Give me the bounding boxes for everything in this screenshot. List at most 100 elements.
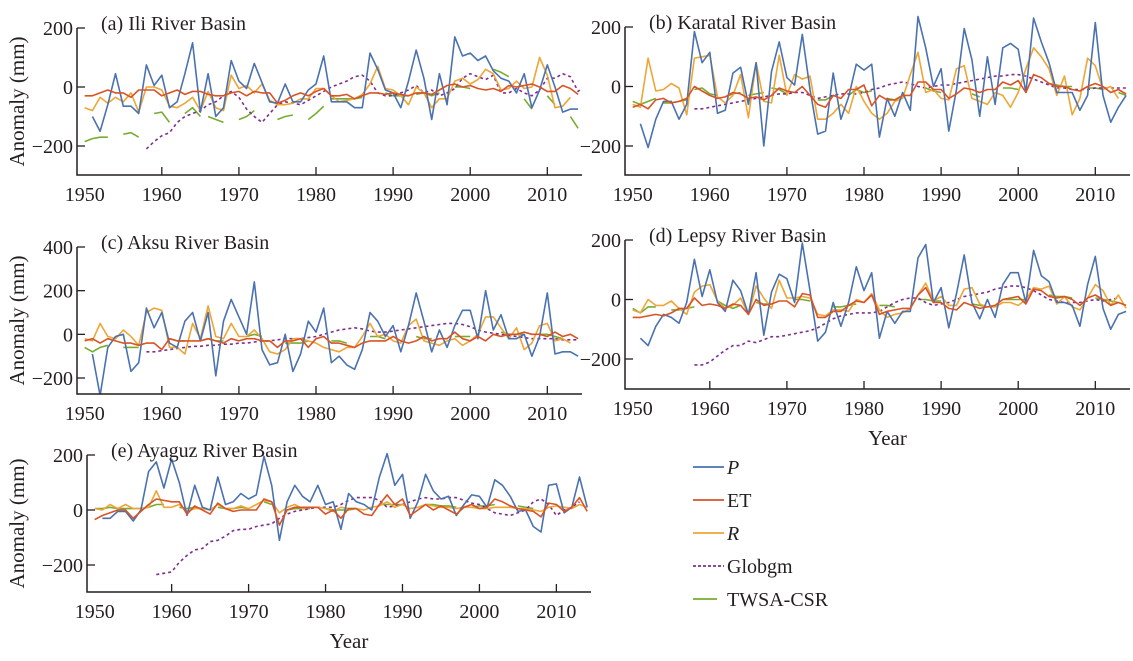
series-twsa-line [632,97,657,106]
x-tick-label: 1990 [373,184,413,206]
series-twsa-line [925,87,942,94]
series-globgm-line [146,322,579,353]
series-group [84,281,579,394]
series-twsa-line [879,304,895,308]
x-axis-title: Year [868,426,907,450]
panel-title: (b) Karatal River Basin [649,12,836,34]
axis-frame [624,27,1130,176]
x-tick-label: 1970 [219,184,259,206]
series-twsa-line [84,136,108,143]
series-twsa-line [569,116,579,129]
axis-frame [76,28,582,176]
legend-item-p: P [693,457,739,479]
series-p-line [102,452,588,542]
y-tick-label: 400 [43,237,73,259]
y-tick-label: 200 [591,230,621,252]
y-tick-label: −200 [32,136,73,158]
series-twsa-line [123,131,140,138]
series-twsa-line [918,298,942,302]
series-r-line [94,489,588,514]
legend-label: TWSA-CSR [727,589,829,611]
x-tick-label: 2010 [536,601,576,623]
x-axis-title: Year [330,629,369,653]
legend-item-twsa: TWSA-CSR [693,589,829,611]
legend-label: ET [727,490,751,512]
x-tick-label: 1990 [921,184,961,206]
x-tick-label: 2000 [450,184,490,206]
x-tick-label: 1980 [296,403,336,425]
series-twsa-line [238,109,255,121]
y-axis-title: Anomaly (mm) [5,36,29,166]
x-tick-label: 1970 [219,403,259,425]
legend-item-r: R [693,523,739,545]
series-group [84,36,582,150]
x-tick-label: 1980 [844,184,884,206]
series-twsa-line [1095,297,1119,304]
series-r-line [632,46,1120,120]
series-twsa-line [1002,87,1019,91]
x-tick-label: 1990 [382,601,422,623]
series-twsa-line [307,105,325,121]
x-tick-label: 1960 [690,398,730,420]
x-tick-label: 1960 [152,601,192,623]
legend-label: R [726,523,739,545]
y-tick-label: 0 [73,500,83,522]
series-p-line [91,281,579,394]
x-tick-label: 2000 [998,398,1038,420]
legend: P ET R Globgm TWSA-CSR [693,457,829,611]
axis-frame [624,240,1130,390]
series-twsa-line [1118,91,1127,97]
x-tick-label: 2010 [527,403,567,425]
legend-item-globgm: Globgm [693,556,793,578]
x-tick-label: 1980 [306,601,346,623]
x-tick-label: 2010 [1075,184,1115,206]
series-p-line [639,15,1127,149]
x-tick-label: 1980 [296,184,336,206]
series-twsa-line [539,333,563,340]
y-tick-label: −200 [580,349,621,371]
series-r-line [632,279,1127,319]
series-twsa-line [277,114,294,121]
y-tick-label: −200 [32,368,73,390]
x-tick-label: 1970 [767,184,807,206]
series-et-line [632,286,1127,319]
series-twsa-line [263,501,272,506]
series-group [632,242,1127,366]
y-tick-label: 0 [63,77,73,99]
y-tick-label: 0 [611,290,621,312]
series-twsa-line [523,98,533,110]
x-tick-label: 2010 [1075,398,1115,420]
x-tick-label: 1950 [65,403,105,425]
x-tick-label: 1970 [229,601,269,623]
series-twsa-line [84,344,109,353]
series-twsa-line [184,106,201,118]
x-tick-label: 2000 [450,403,490,425]
series-globgm-line [145,72,582,150]
y-tick-label: 200 [53,445,83,467]
series-et-line [84,83,579,104]
y-tick-label: −200 [580,136,621,158]
x-tick-label: 2010 [527,184,567,206]
series-et-line [84,331,579,351]
panel-title: (c) Aksu River Basin [101,232,269,254]
series-twsa-line [971,93,980,98]
series-twsa-line [207,115,224,124]
series-et-line [632,73,1127,110]
x-tick-label: 1950 [613,398,653,420]
series-twsa-line [325,507,357,511]
panel-title: (e) Ayaguz River Basin [111,440,297,462]
y-tick-label: −200 [42,555,83,577]
x-tick-label: 1990 [373,403,413,425]
x-tick-label: 2000 [459,601,499,623]
series-globgm-line [694,285,1119,366]
series-twsa-line [794,298,811,302]
series-twsa-line [153,111,171,123]
series-p-line [91,36,579,133]
y-axis-title: Anomaly (mm) [5,255,29,385]
